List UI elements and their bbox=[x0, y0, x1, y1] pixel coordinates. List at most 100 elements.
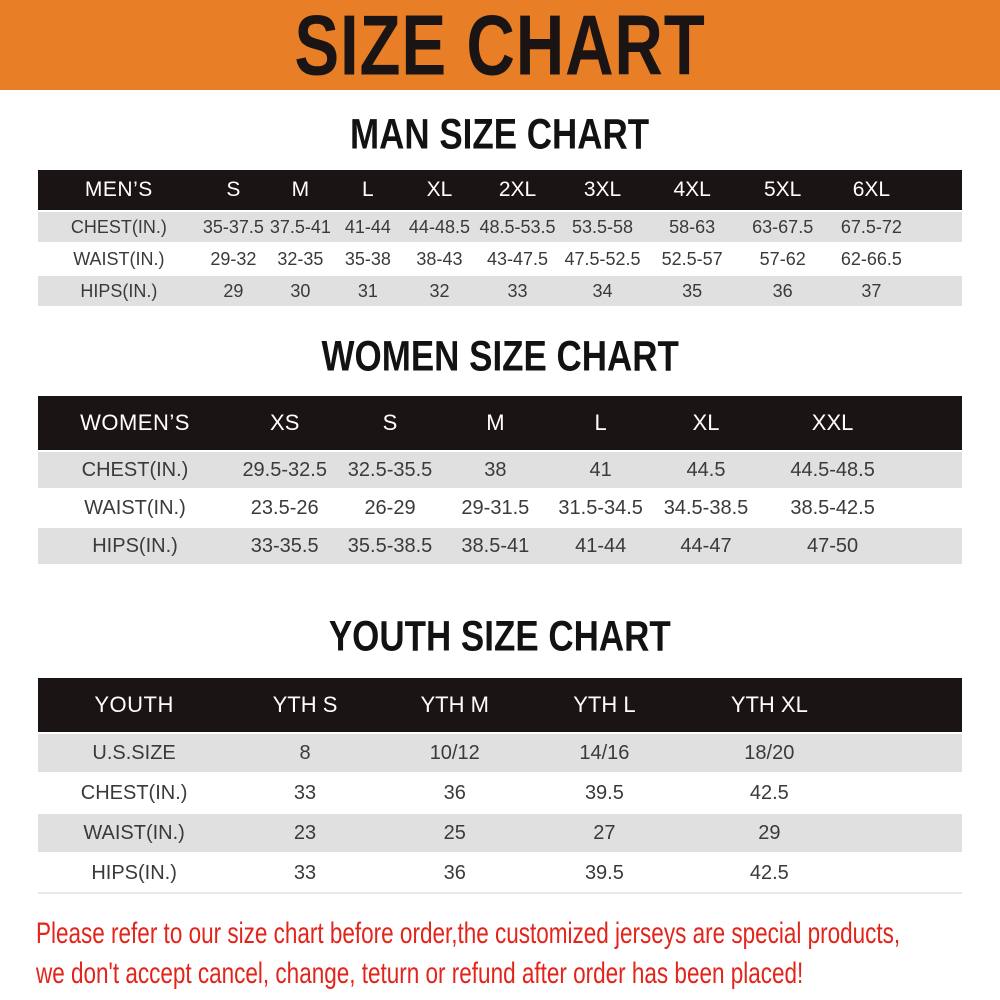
size-value-cell: 33 bbox=[476, 274, 559, 306]
men-col-header: 6XL bbox=[827, 170, 915, 211]
youth-col-header: YTH S bbox=[230, 678, 380, 733]
men-size-table: MEN’S S M L XL 2XL 3XL 4XL 5XL 6XL CHEST… bbox=[38, 170, 962, 306]
spacer-cell bbox=[914, 274, 962, 306]
man-size-chart-heading-text: MAN SIZE CHART bbox=[350, 111, 650, 159]
youth-hips-row: HIPS(IN.) 33 36 39.5 42.5 bbox=[38, 852, 962, 893]
size-value-cell: 8 bbox=[230, 732, 380, 773]
size-value-cell: 44.5 bbox=[653, 450, 759, 489]
spacer-cell bbox=[906, 488, 962, 527]
men-col-header: 4XL bbox=[646, 170, 738, 211]
youth-size-table: YOUTH YTH S YTH M YTH L YTH XL U.S.SIZE … bbox=[38, 678, 962, 894]
size-value-cell: 33 bbox=[230, 772, 380, 813]
size-value-cell: 57-62 bbox=[737, 242, 828, 275]
spacer-cell bbox=[859, 678, 962, 733]
size-value-cell: 41 bbox=[548, 450, 654, 489]
size-value-cell: 29-31.5 bbox=[442, 488, 549, 527]
size-value-cell: 58-63 bbox=[646, 210, 738, 243]
size-value-cell: 23.5-26 bbox=[232, 488, 338, 527]
size-value-cell: 36 bbox=[379, 852, 530, 893]
size-value-cell: 39.5 bbox=[529, 852, 680, 893]
size-value-cell: 67.5-72 bbox=[827, 210, 915, 243]
youth-col-header: YTH XL bbox=[679, 678, 860, 733]
size-value-cell: 41-44 bbox=[548, 526, 654, 564]
size-value-cell: 18/20 bbox=[679, 732, 860, 773]
women-col-header: XS bbox=[232, 396, 338, 451]
size-value-cell: 34.5-38.5 bbox=[653, 488, 759, 527]
youth-size-section: YOUTH SIZE CHART YOUTH YTH S YTH M YTH L… bbox=[0, 613, 1000, 894]
size-value-cell: 35.5-38.5 bbox=[337, 526, 443, 564]
size-value-cell: 35-37.5 bbox=[199, 210, 268, 243]
row-label: WAIST(IN.) bbox=[38, 488, 233, 527]
size-value-cell: 35 bbox=[646, 274, 738, 306]
size-value-cell: 52.5-57 bbox=[646, 242, 738, 275]
row-label: U.S.SIZE bbox=[38, 732, 231, 773]
size-value-cell: 31 bbox=[333, 274, 403, 306]
size-value-cell: 38-43 bbox=[402, 242, 477, 275]
man-size-section: MAN SIZE CHART MEN’S S M L XL 2XL 3XL 4X… bbox=[0, 111, 1000, 306]
size-value-cell: 44.5-48.5 bbox=[758, 450, 907, 489]
size-value-cell: 37 bbox=[827, 274, 915, 306]
spacer-cell bbox=[906, 450, 962, 489]
size-value-cell: 33 bbox=[230, 852, 380, 893]
women-hips-row: HIPS(IN.) 33-35.5 35.5-38.5 38.5-41 41-4… bbox=[38, 526, 962, 564]
size-value-cell: 44-47 bbox=[653, 526, 759, 564]
size-value-cell: 34 bbox=[558, 274, 647, 306]
size-value-cell: 26-29 bbox=[337, 488, 443, 527]
size-value-cell: 23 bbox=[230, 812, 380, 853]
size-value-cell: 14/16 bbox=[529, 732, 680, 773]
men-col-header: 3XL bbox=[558, 170, 647, 211]
men-corner-label: MEN’S bbox=[38, 170, 200, 211]
order-notice: Please refer to our size chart before or… bbox=[0, 914, 1000, 994]
size-value-cell: 25 bbox=[379, 812, 530, 853]
spacer-cell bbox=[914, 242, 962, 275]
size-value-cell: 38.5-42.5 bbox=[758, 488, 907, 527]
spacer-cell bbox=[859, 772, 962, 813]
size-value-cell: 41-44 bbox=[333, 210, 403, 243]
size-value-cell: 63-67.5 bbox=[737, 210, 828, 243]
size-value-cell: 39.5 bbox=[529, 772, 680, 813]
women-header-row: WOMEN’S XS S M L XL XXL bbox=[38, 396, 962, 451]
women-size-section: WOMEN SIZE CHART WOMEN’S XS S M L XL XXL… bbox=[0, 333, 1000, 564]
size-value-cell: 37.5-41 bbox=[267, 210, 334, 243]
size-value-cell: 29.5-32.5 bbox=[232, 450, 338, 489]
women-col-header: M bbox=[442, 396, 549, 451]
youth-chest-row: CHEST(IN.) 33 36 39.5 42.5 bbox=[38, 772, 962, 813]
women-size-chart-heading-text: WOMEN SIZE CHART bbox=[321, 333, 679, 381]
size-value-cell: 53.5-58 bbox=[558, 210, 647, 243]
size-value-cell: 27 bbox=[529, 812, 680, 853]
size-value-cell: 29 bbox=[199, 274, 268, 306]
size-value-cell: 33-35.5 bbox=[232, 526, 338, 564]
size-value-cell: 44-48.5 bbox=[402, 210, 477, 243]
size-value-cell: 10/12 bbox=[379, 732, 530, 773]
men-col-header: L bbox=[333, 170, 403, 211]
youth-ussize-row: U.S.SIZE 8 10/12 14/16 18/20 bbox=[38, 732, 962, 773]
size-value-cell: 42.5 bbox=[679, 772, 860, 813]
row-label: WAIST(IN.) bbox=[38, 812, 231, 853]
size-value-cell: 47.5-52.5 bbox=[558, 242, 647, 275]
men-col-header: S bbox=[199, 170, 268, 211]
women-size-table: WOMEN’S XS S M L XL XXL CHEST(IN.) 29.5-… bbox=[38, 396, 962, 564]
row-label: CHEST(IN.) bbox=[38, 450, 233, 489]
size-value-cell: 36 bbox=[737, 274, 828, 306]
size-value-cell: 36 bbox=[379, 772, 530, 813]
youth-corner-label: YOUTH bbox=[38, 678, 231, 733]
men-col-header: XL bbox=[402, 170, 477, 211]
men-header-row: MEN’S S M L XL 2XL 3XL 4XL 5XL 6XL bbox=[38, 170, 962, 211]
size-value-cell: 30 bbox=[267, 274, 334, 306]
row-label: CHEST(IN.) bbox=[38, 210, 200, 243]
spacer-cell bbox=[906, 526, 962, 564]
size-value-cell: 62-66.5 bbox=[827, 242, 915, 275]
women-chest-row: CHEST(IN.) 29.5-32.5 32.5-35.5 38 41 44.… bbox=[38, 450, 962, 489]
order-notice-line-2: we don't accept cancel, change, teturn o… bbox=[36, 957, 804, 990]
youth-col-header: YTH M bbox=[379, 678, 530, 733]
women-corner-label: WOMEN’S bbox=[38, 396, 233, 451]
spacer-cell bbox=[914, 210, 962, 243]
women-col-header: XL bbox=[653, 396, 759, 451]
order-notice-line-1: Please refer to our size chart before or… bbox=[36, 917, 901, 950]
size-value-cell: 48.5-53.5 bbox=[476, 210, 559, 243]
size-value-cell: 47-50 bbox=[758, 526, 907, 564]
banner-title: SIZE CHART bbox=[294, 0, 706, 90]
youth-size-chart-heading-text: YOUTH SIZE CHART bbox=[329, 613, 671, 661]
men-waist-row: WAIST(IN.) 29-32 32-35 35-38 38-43 43-47… bbox=[38, 242, 962, 275]
row-label: WAIST(IN.) bbox=[38, 242, 200, 275]
